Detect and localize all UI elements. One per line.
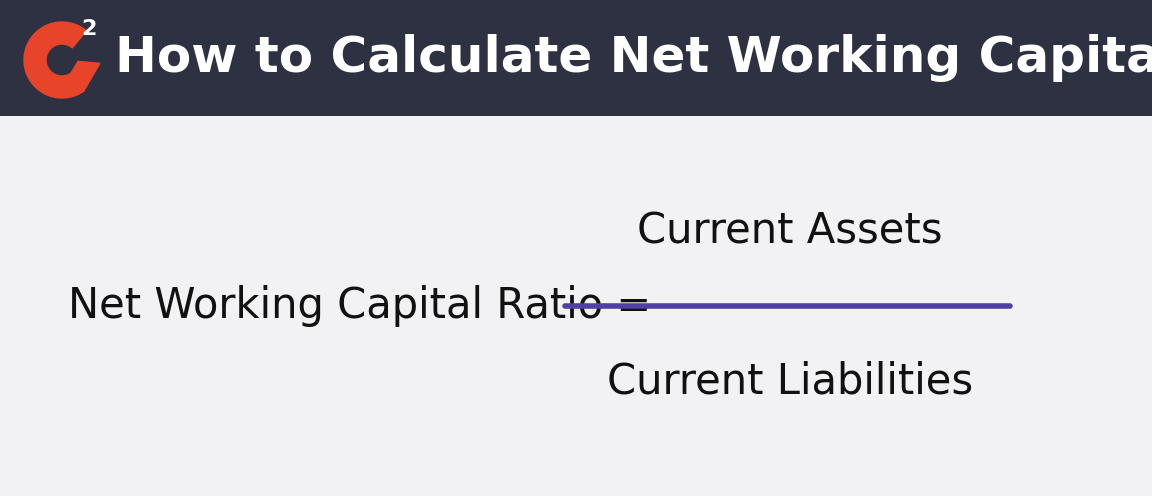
Text: Net Working Capital Ratio =: Net Working Capital Ratio = (68, 285, 651, 327)
Text: Current Assets: Current Assets (637, 210, 942, 252)
FancyBboxPatch shape (0, 0, 1152, 116)
Text: Current Liabilities: Current Liabilities (607, 360, 973, 402)
Text: How to Calculate Net Working Capital Ratio: How to Calculate Net Working Capital Rat… (115, 34, 1152, 82)
Polygon shape (24, 22, 86, 98)
Polygon shape (71, 62, 100, 91)
Text: 2: 2 (82, 19, 97, 39)
